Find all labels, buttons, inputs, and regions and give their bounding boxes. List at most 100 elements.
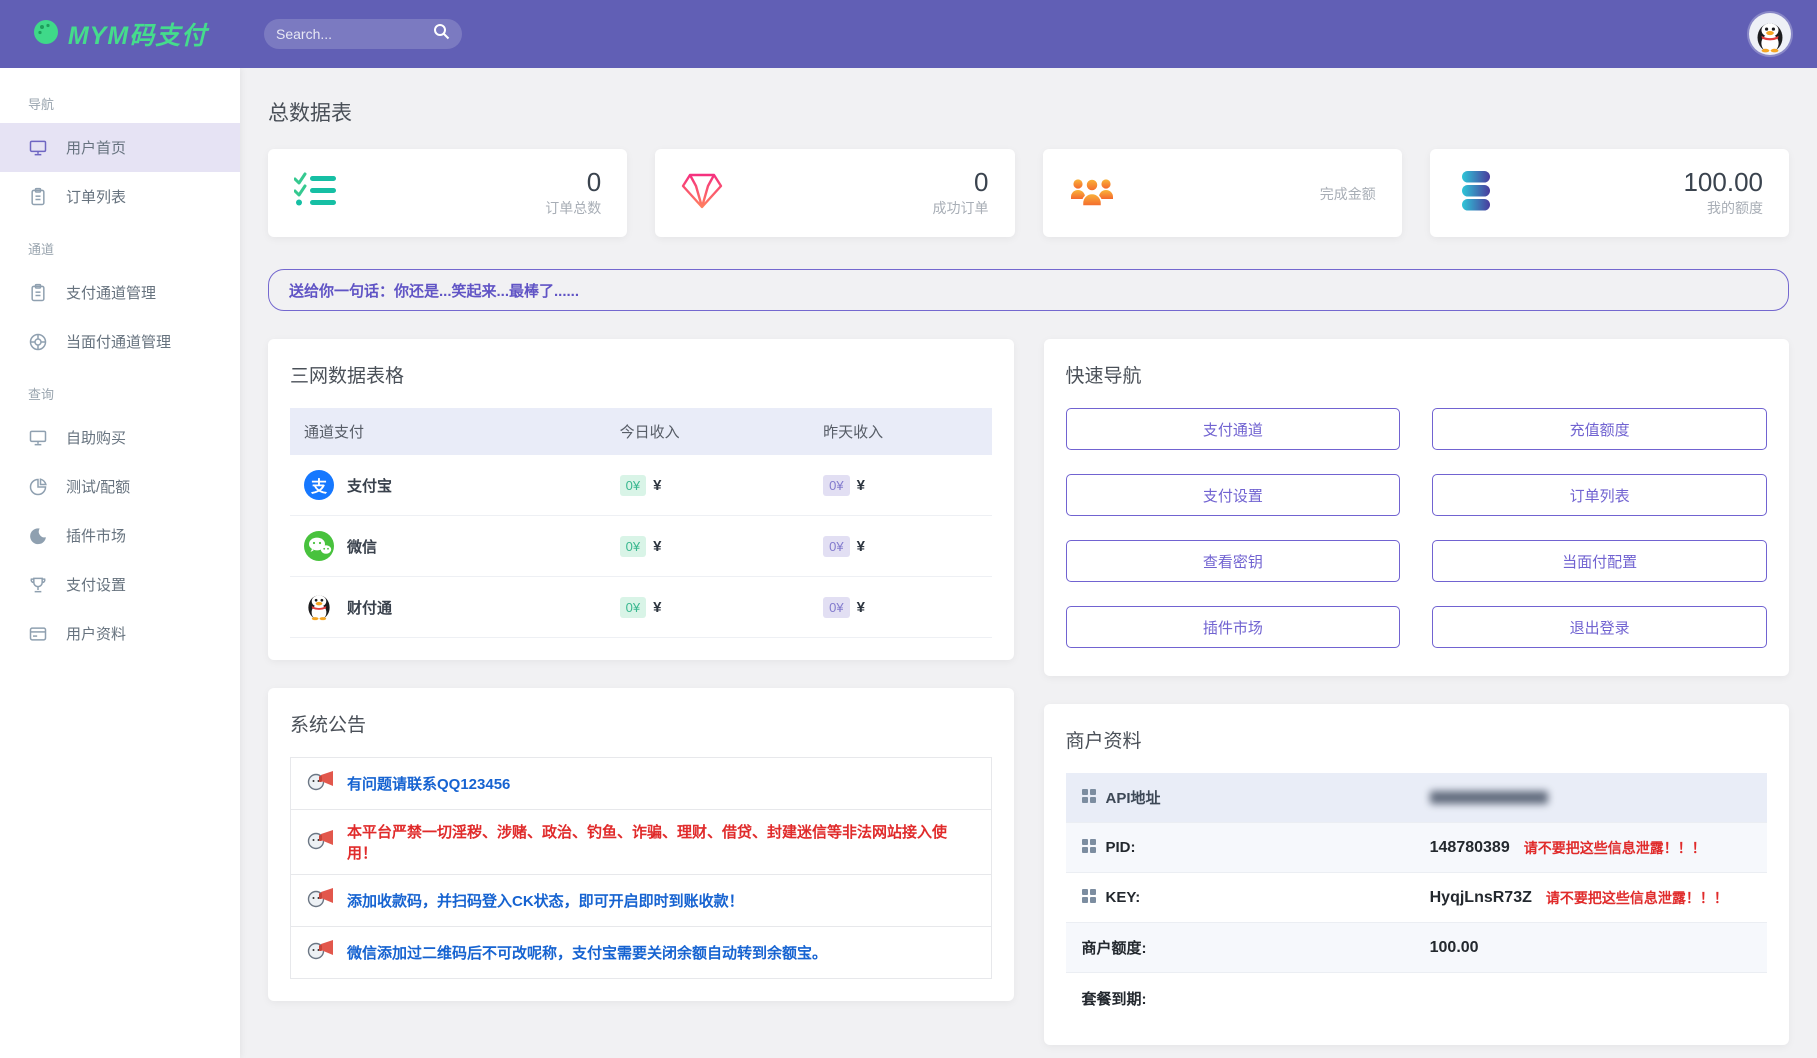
- lifebuoy-icon: [28, 332, 48, 352]
- quick-nav-recharge-quota-button[interactable]: 充值额度: [1432, 408, 1767, 450]
- stat-label: 订单总数: [545, 199, 602, 216]
- main-content: 总数据表 0 订单总数 0 成功订单: [240, 68, 1817, 1058]
- sidebar-item-user-home[interactable]: 用户首页: [0, 123, 240, 172]
- sidebar-item-f2f-channel-mgmt[interactable]: 当面付通道管理: [0, 317, 240, 366]
- monitor-icon: [28, 428, 48, 448]
- wechat-icon: [304, 531, 334, 561]
- merchant-row-api: API地址: [1065, 773, 1767, 823]
- sidebar-item-order-list[interactable]: 订单列表: [0, 172, 240, 221]
- stat-cards: 0 订单总数 0 成功订单 完成金额: [268, 149, 1789, 237]
- merchant-label: API地址: [1105, 790, 1161, 807]
- quick-nav-logout-button[interactable]: 退出登录: [1432, 606, 1767, 648]
- merchant-label: KEY:: [1105, 889, 1141, 906]
- stat-label: 我的额度: [1707, 199, 1763, 216]
- megaphone-mascot-icon: [307, 886, 335, 915]
- grid-icon: [1081, 888, 1096, 907]
- trophy-icon: [28, 575, 48, 595]
- sidebar-item-user-profile[interactable]: 用户资料: [0, 609, 240, 658]
- sidebar-item-self-buy[interactable]: 自助购买: [0, 413, 240, 462]
- table-row-alipay: 支 支付宝 0¥ ¥ 0¥ ¥: [290, 455, 992, 516]
- id-card-icon: [28, 624, 48, 644]
- user-avatar[interactable]: [1749, 13, 1791, 55]
- brand-logo[interactable]: MYM码支付: [0, 16, 240, 52]
- currency-symbol: ¥: [856, 598, 865, 616]
- database-icon: [1456, 170, 1496, 217]
- yesterday-income-badge: 0¥: [823, 474, 850, 496]
- clipboard-icon: [28, 283, 48, 303]
- merchant-row-pid: PID: 148780389 请不要把这些信息泄露！！！: [1065, 823, 1767, 873]
- stat-label: 成功订单: [932, 199, 989, 216]
- sidebar-section-query: 查询: [28, 387, 55, 402]
- network-table: 通道支付 今日收入 昨天收入 支 支付宝: [290, 408, 992, 638]
- announcement-row: 添加收款码，并扫码登入CK状态，即可开启即时到账收款！: [291, 875, 991, 927]
- announcement-row: 本平台严禁一切淫秽、涉赌、政治、钓鱼、诈骗、理财、借贷、封建迷信等非法网站接入使…: [291, 810, 991, 875]
- sidebar-item-pay-channel-mgmt[interactable]: 支付通道管理: [0, 268, 240, 317]
- stat-value: 100.00: [1683, 167, 1763, 198]
- panel-title: 商户资料: [1065, 731, 1142, 752]
- channel-name: 微信: [347, 538, 378, 556]
- merchant-row-package-expiry: 套餐到期:: [1066, 973, 1768, 1023]
- announcement-text: 添加收款码，并扫码登入CK状态，即可开启即时到账收款！: [347, 893, 744, 910]
- today-income-badge: 0¥: [619, 474, 647, 496]
- col-header-today: 今日收入: [605, 408, 810, 455]
- quick-nav-f2f-config-button[interactable]: 当面付配置: [1432, 540, 1767, 582]
- panel-title: 三网数据表格: [290, 366, 405, 387]
- api-address-redacted-value: [1429, 791, 1548, 804]
- brand-title: MYM码支付: [67, 22, 208, 50]
- quick-nav-panel: 快速导航 支付通道 充值额度 支付设置 订单列表 查看密钥 当面付配置 插件市场…: [1043, 339, 1789, 676]
- announcement-text: 微信添加过二维码后不可改呢称，支付宝需要关闭余额自动转到余额宝。: [347, 945, 828, 962]
- panel-title: 快速导航: [1065, 366, 1142, 387]
- merchant-quota-value: 100.00: [1429, 938, 1479, 956]
- sidebar-item-test-quota[interactable]: 测试/配额: [0, 462, 240, 511]
- clipboard-icon: [28, 187, 48, 207]
- stat-card-total-orders: 0 订单总数: [268, 149, 628, 237]
- col-header-yesterday: 昨天收入: [809, 408, 992, 455]
- quick-nav-plugin-market-button[interactable]: 插件市场: [1065, 606, 1401, 648]
- penguin-avatar-icon: [1757, 23, 1783, 53]
- currency-symbol: ¥: [653, 598, 662, 616]
- sidebar-section-nav: 导航: [28, 97, 55, 112]
- table-row-wechat: 微信 0¥ ¥ 0¥ ¥: [290, 515, 992, 577]
- sidebar-item-label: 支付通道管理: [66, 285, 157, 302]
- search-input[interactable]: [276, 26, 433, 42]
- currency-symbol: ¥: [856, 537, 865, 555]
- merchant-info-panel: 商户资料 API地址 PID:: [1043, 704, 1789, 1045]
- megaphone-mascot-icon: [307, 938, 335, 967]
- sidebar-item-label: 当面付通道管理: [66, 334, 172, 351]
- pie-chart-icon: [28, 477, 48, 497]
- quick-nav-order-list-button[interactable]: 订单列表: [1432, 474, 1767, 516]
- sidebar-item-plugin-market[interactable]: 插件市场: [0, 511, 240, 560]
- search-icon[interactable]: [433, 23, 450, 45]
- page-title: 总数据表: [268, 102, 352, 125]
- quick-nav-view-key-button[interactable]: 查看密钥: [1065, 540, 1401, 582]
- table-row-tenpay: 财付通 0¥ ¥ 0¥ ¥: [290, 576, 992, 638]
- merchant-label: 套餐到期:: [1081, 990, 1147, 1008]
- currency-symbol: ¥: [653, 537, 662, 555]
- stat-value: 0: [586, 167, 602, 198]
- sidebar-item-pay-settings[interactable]: 支付设置: [0, 560, 240, 609]
- stat-card-success-orders: 0 成功订单: [655, 149, 1015, 237]
- grid-icon: [1081, 838, 1096, 857]
- stat-value: 0: [974, 167, 989, 198]
- panel-title: 系统公告: [290, 715, 367, 736]
- brand-logo-icon: [33, 19, 59, 50]
- merchant-row-quota: 商户额度: 100.00: [1065, 923, 1767, 973]
- yesterday-income-badge: 0¥: [823, 596, 850, 618]
- grid-icon: [1081, 788, 1096, 807]
- merchant-label: 商户额度:: [1081, 940, 1147, 957]
- sidebar-item-label: 订单列表: [66, 189, 127, 206]
- wave-icon: [28, 526, 48, 546]
- stat-card-completed-amount: 完成金额: [1042, 149, 1402, 237]
- sidebar-item-label: 自助购买: [66, 430, 127, 447]
- checklist-icon: [293, 171, 338, 216]
- col-header-channel: 通道支付: [290, 408, 606, 455]
- quick-nav-pay-channel-button[interactable]: 支付通道: [1065, 408, 1401, 450]
- leak-warning: 请不要把这些信息泄露！！！: [1523, 839, 1706, 856]
- sidebar-section-channel: 通道: [28, 242, 55, 257]
- today-income-badge: 0¥: [619, 596, 647, 618]
- megaphone-mascot-icon: [307, 828, 335, 857]
- monitor-icon: [28, 138, 48, 158]
- quick-nav-pay-settings-button[interactable]: 支付设置: [1065, 474, 1401, 516]
- pid-value: 148780389: [1429, 838, 1510, 856]
- search-box[interactable]: [264, 19, 462, 49]
